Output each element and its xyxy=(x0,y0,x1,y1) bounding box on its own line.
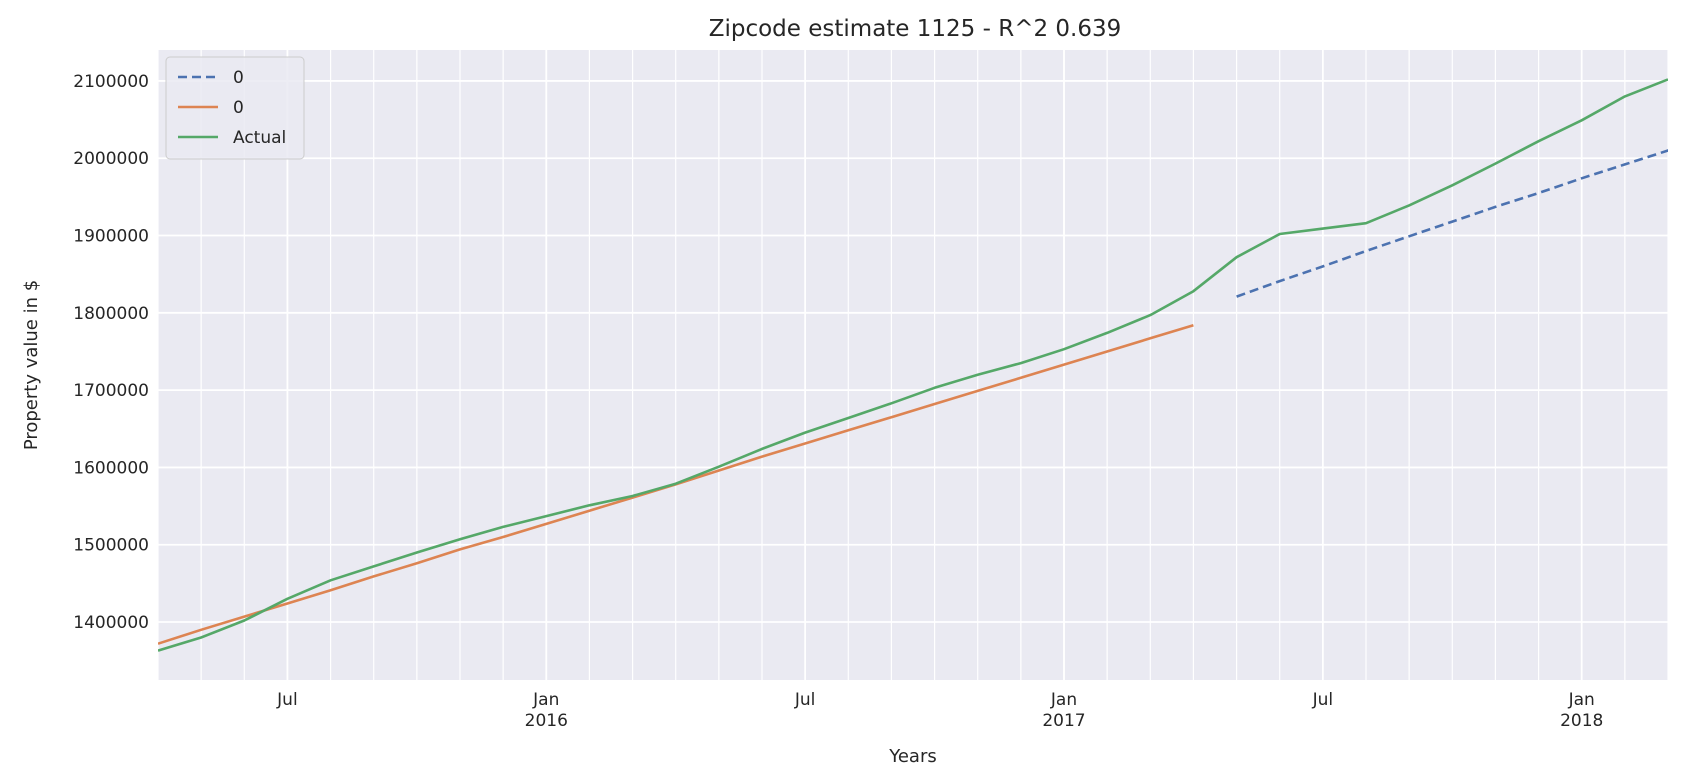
series-line-2 xyxy=(158,78,1668,652)
legend-box xyxy=(165,56,305,160)
x-tick-label: Jan xyxy=(532,690,559,710)
x-tick-label: Jul xyxy=(1312,690,1334,710)
series-lines xyxy=(158,78,1668,652)
y-tick-label: 1400000 xyxy=(73,613,149,633)
x-tick-year-label: 2018 xyxy=(1560,711,1603,731)
y-tick-label: 1900000 xyxy=(73,227,149,247)
y-tick-label: 2000000 xyxy=(73,149,149,169)
legend-label: 0 xyxy=(233,98,244,118)
x-tick-label: Jan xyxy=(1568,690,1595,710)
x-tick-year-label: 2017 xyxy=(1042,711,1085,731)
plot-area xyxy=(158,50,1668,680)
x-axis-label: Years xyxy=(888,746,937,767)
legend: 0 0 Actual xyxy=(165,56,305,160)
x-tick-label: Jul xyxy=(794,690,816,710)
y-tick-label: 1600000 xyxy=(73,458,149,478)
x-tick-label: Jul xyxy=(276,690,298,710)
x-tick-label: Jan xyxy=(1050,690,1077,710)
y-tick-label: 1500000 xyxy=(73,536,149,556)
x-tick-year-label: 2016 xyxy=(525,711,568,731)
chart-title: Zipcode estimate 1125 - R^2 0.639 xyxy=(709,16,1122,42)
y-tick-labels: 1400000 1500000 1600000 1700000 1800000 19000… xyxy=(73,72,149,633)
y-tick-label: 1800000 xyxy=(73,304,149,324)
y-tick-label: 1700000 xyxy=(73,381,149,401)
legend-label: Actual xyxy=(233,128,286,148)
legend-label: 0 xyxy=(233,68,244,88)
y-axis-label: Property value in $ xyxy=(21,280,42,450)
y-tick-label: 2100000 xyxy=(73,72,149,92)
